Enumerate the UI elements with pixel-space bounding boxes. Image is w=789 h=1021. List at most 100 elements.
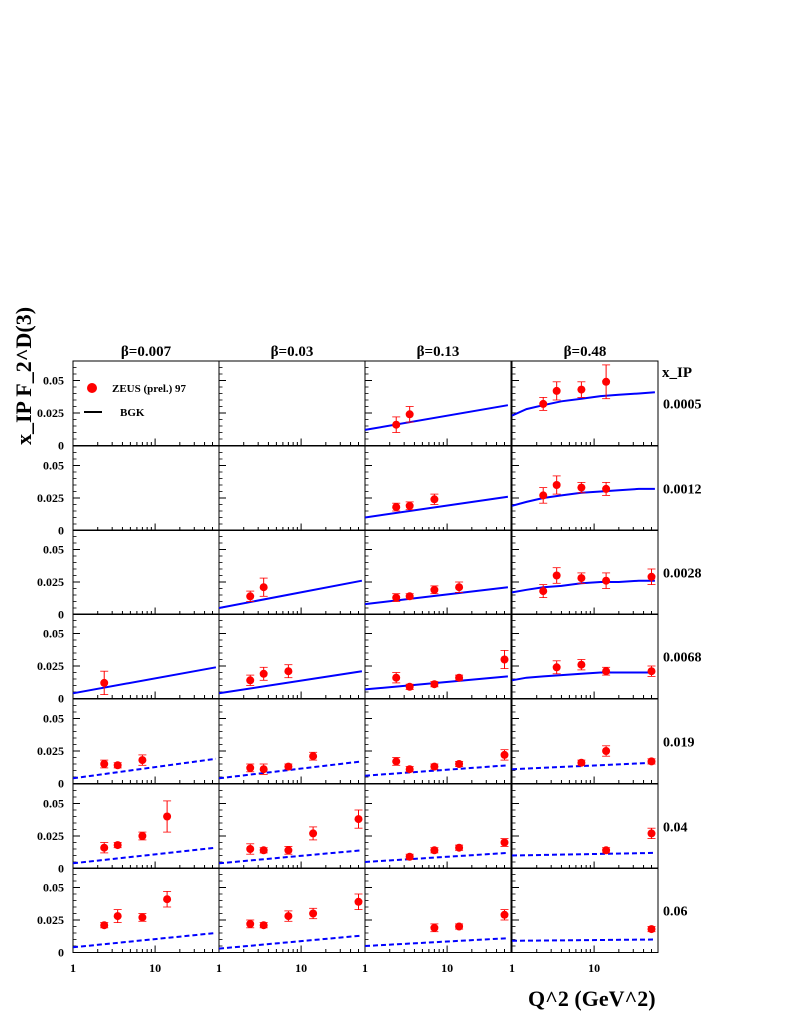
data-points: [100, 364, 656, 934]
data-point: [602, 747, 611, 755]
x-tick-labels: 1 10 1 10 1 10 1 10: [70, 961, 600, 975]
y-tick-label: 0: [58, 608, 64, 622]
legend-label-bgk: BGK: [120, 407, 145, 419]
x-axis-title: Q^2 (GeV^2): [528, 986, 656, 1011]
data-point: [602, 667, 611, 676]
x-tick-label: 10: [441, 961, 453, 975]
data-point: [602, 576, 611, 585]
bgk-curve: [218, 579, 363, 609]
data-point: [405, 501, 414, 510]
data-point: [100, 921, 109, 930]
y-tick-label: 0.05: [43, 374, 64, 388]
x-tick-label: 1: [70, 961, 76, 975]
panel-frame: [72, 360, 220, 446]
data-point: [354, 897, 363, 906]
data-point: [577, 574, 586, 583]
data-point: [246, 763, 255, 772]
y-tick-label: 0: [58, 946, 64, 960]
data-point: [392, 593, 401, 602]
x-tick-label: 10: [295, 961, 307, 975]
data-point: [163, 895, 172, 904]
y-tick-label: 0.05: [43, 797, 64, 811]
legend-label-zeus: ZEUS (prel.) 97: [112, 383, 187, 395]
data-point: [284, 846, 293, 855]
data-point: [500, 838, 509, 847]
panel-frame: [511, 783, 659, 869]
data-point: [455, 922, 464, 931]
panel-frame: [72, 698, 220, 784]
y-axis-title: x_IP F_2^D(3): [11, 307, 36, 445]
y-tick-label: 0.025: [37, 491, 64, 505]
bgk-curve: [72, 932, 216, 949]
data-point: [602, 377, 611, 386]
panel-frame: [364, 783, 512, 869]
bgk-curve: [511, 851, 655, 857]
y-tick-label: 0.025: [37, 575, 64, 589]
data-point: [284, 667, 293, 676]
data-point: [577, 660, 586, 669]
data-point: [259, 921, 268, 930]
data-point: [284, 912, 293, 921]
bgk-curve: [364, 495, 509, 519]
xip-label: 0.019: [663, 735, 695, 750]
data-point: [430, 495, 439, 504]
bgk-curve: [364, 937, 508, 947]
beta-header: β=0.007: [121, 344, 172, 360]
bgk-curve: [511, 391, 655, 417]
data-point: [405, 852, 414, 861]
data-point: [100, 678, 109, 687]
data-point: [500, 910, 509, 919]
y-tick-label: 0.025: [37, 406, 64, 420]
data-point: [405, 592, 414, 601]
bgk-curve: [364, 851, 508, 863]
panel-frame: [218, 698, 366, 784]
x-tick-label: 1: [509, 961, 515, 975]
panel-frames: [72, 360, 659, 953]
bgk-curve: [364, 586, 509, 606]
data-point: [577, 483, 586, 492]
data-point: [113, 912, 122, 921]
bgk-curve: [511, 579, 655, 594]
data-point: [500, 750, 509, 759]
data-point: [430, 923, 439, 932]
x-tick-label: 10: [149, 961, 161, 975]
data-point: [552, 386, 561, 395]
data-point: [259, 669, 268, 678]
beta-header: β=0.13: [417, 344, 460, 360]
data-point: [309, 909, 318, 918]
data-point: [113, 761, 122, 770]
xip-label: 0.0012: [663, 482, 702, 497]
y-tick-labels: 0 0.025 0.05 0 0.025 0.05 0 0.025 0.05 0 0.025 0.05…: [37, 374, 64, 960]
data-point: [430, 585, 439, 594]
y-tick-label: 0.05: [43, 459, 64, 473]
data-point: [309, 752, 318, 761]
data-point: [602, 484, 611, 493]
data-point: [500, 655, 509, 664]
x-tick-label: 10: [588, 961, 600, 975]
beta-header: β=0.48: [564, 344, 607, 360]
model-curves: [72, 391, 655, 950]
data-point: [138, 832, 147, 840]
data-point: [163, 812, 172, 821]
y-tick-label: 0.05: [43, 543, 64, 557]
data-point: [552, 481, 561, 489]
data-point: [246, 919, 255, 928]
data-point: [647, 757, 656, 766]
panel-frame: [511, 360, 659, 446]
data-point: [539, 399, 548, 408]
data-point: [647, 925, 656, 934]
xip-label: 0.0005: [663, 397, 702, 412]
y-tick-label: 0: [58, 777, 64, 791]
panel-frame: [364, 867, 512, 953]
panel-frame: [218, 529, 366, 615]
data-point: [246, 592, 255, 601]
data-point: [259, 846, 268, 855]
panel-frame: [511, 867, 659, 953]
x-tick-label: 1: [216, 961, 222, 975]
legend: ZEUS (prel.) 97 BGK: [84, 383, 187, 419]
panel-frame: [218, 613, 366, 699]
x-tick-label: 1: [362, 961, 368, 975]
data-point: [100, 760, 109, 768]
xip-label: 0.04: [663, 820, 688, 835]
